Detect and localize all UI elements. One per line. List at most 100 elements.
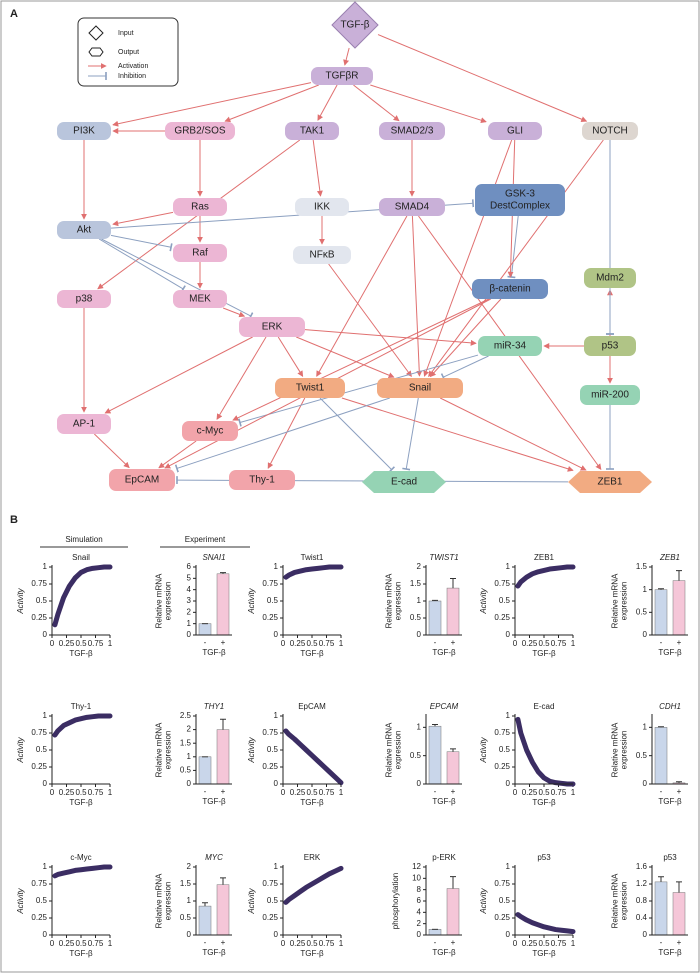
y-tick-label: 2.5 — [180, 711, 192, 720]
activation-edge — [224, 84, 319, 123]
node-label: E-cad — [391, 477, 417, 488]
y-tick-label: 0.75 — [494, 879, 510, 888]
chart-title: EPCAM — [430, 702, 459, 711]
x-tick-label: 0.25 — [59, 639, 75, 648]
activation-edge — [296, 336, 395, 379]
x-tick-label: 0 — [513, 639, 518, 648]
bar — [198, 905, 212, 936]
x-tick-label: 0.75 — [319, 639, 335, 648]
column-header: Simulation — [65, 535, 102, 544]
category-label: - — [204, 938, 207, 947]
chart-title: TWIST1 — [429, 553, 458, 562]
y-tick-label: 0.5 — [410, 613, 422, 622]
x-axis-label: TGF-β — [202, 948, 226, 957]
bar — [216, 573, 230, 636]
error-bar — [676, 881, 682, 893]
x-tick-label: 0.25 — [290, 788, 306, 797]
x-tick-label: 1 — [108, 639, 113, 648]
bar — [446, 587, 460, 636]
x-tick-label: 1 — [339, 788, 344, 797]
y-tick-label: 0.75 — [31, 579, 47, 588]
y-axis-label: expression — [164, 882, 173, 921]
y-axis-label: Activity — [247, 736, 256, 763]
y-tick-label: 1 — [43, 562, 48, 571]
y-tick-label: 0.5 — [636, 751, 648, 760]
activation-edge — [439, 397, 587, 471]
y-tick-label: 6 — [187, 562, 192, 571]
node-label: IKK — [314, 202, 330, 213]
bar — [446, 888, 460, 936]
x-axis-label: TGF-β — [202, 797, 226, 806]
x-tick-label: 0.5 — [306, 788, 318, 797]
node-label: Akt — [77, 225, 92, 236]
x-tick-label: 0.25 — [522, 639, 538, 648]
bar — [428, 600, 442, 636]
y-tick-label: 1.5 — [180, 738, 192, 747]
x-tick-label: 0.25 — [522, 939, 538, 948]
node-label: Ras — [191, 202, 209, 213]
y-tick-label: 0 — [417, 630, 422, 639]
x-tick-label: 0.25 — [290, 939, 306, 948]
bar — [654, 881, 668, 936]
node-label: β-catenin — [489, 284, 530, 295]
chart-title: p53 — [663, 853, 677, 862]
y-tick-label: 0.75 — [262, 728, 278, 737]
bar — [654, 727, 668, 785]
y-tick-label: 0.75 — [262, 879, 278, 888]
x-tick-label: 0 — [513, 788, 518, 797]
simulation-curve — [52, 864, 113, 879]
x-tick-label: 0.75 — [551, 788, 567, 797]
legend-label: Output — [118, 49, 139, 56]
y-tick-label: 4 — [187, 585, 192, 594]
node-label: SMAD4 — [395, 202, 430, 213]
y-tick-label: 1 — [643, 585, 648, 594]
bar — [428, 929, 442, 936]
y-axis-label: Relative mRNA — [155, 873, 164, 928]
inhibition-edge — [319, 397, 395, 473]
x-tick-label: 0.75 — [88, 788, 104, 797]
node-label: ERK — [262, 322, 283, 333]
y-tick-label: 1 — [274, 862, 279, 871]
activation-edge — [112, 211, 174, 227]
y-tick-label: 1.6 — [636, 862, 648, 871]
y-axis-label: expression — [164, 582, 173, 621]
activation-edge — [316, 215, 408, 377]
y-tick-label: 1 — [187, 619, 192, 628]
y-axis-label: expression — [620, 582, 629, 621]
x-axis-label: TGF-β — [532, 798, 556, 807]
node-box — [293, 246, 351, 264]
x-tick-label: 1 — [571, 788, 576, 797]
nodes: TGF-β TGFβR PI3K GRB2/SOS TAK1 SMAD2/3 GLI NOTC… — [57, 1, 652, 493]
y-tick-label: 0 — [643, 779, 648, 788]
x-tick-label: 0 — [281, 788, 286, 797]
y-tick-label: 1 — [274, 562, 279, 571]
y-tick-label: 0.25 — [31, 913, 47, 922]
x-tick-label: 0 — [281, 639, 286, 648]
category-label: + — [451, 938, 456, 947]
chart-title: ZEB1 — [534, 553, 555, 562]
node-label: c-Myc — [197, 426, 224, 437]
y-tick-label: 0.25 — [494, 913, 510, 922]
node-box — [165, 122, 235, 140]
y-axis-label: expression — [620, 731, 629, 770]
y-tick-label: 1 — [506, 711, 511, 720]
x-axis-label: TGF-β — [532, 949, 556, 958]
node-box — [379, 198, 445, 216]
bar — [198, 756, 212, 785]
x-tick-label: 1 — [108, 939, 113, 948]
node-box — [311, 67, 373, 85]
bar — [654, 589, 668, 636]
y-tick-label: 1 — [417, 722, 422, 731]
panel-label: B — [10, 514, 18, 526]
y-tick-label: 0.5 — [499, 745, 511, 754]
x-axis-label: TGF-β — [202, 648, 226, 657]
node-box — [472, 279, 548, 299]
activation-edge — [222, 307, 246, 318]
x-axis-label: TGF-β — [432, 797, 456, 806]
chart-title: p-ERK — [432, 853, 456, 862]
x-tick-label: 0 — [50, 639, 55, 648]
error-bar — [658, 876, 664, 882]
x-axis-label: TGF-β — [69, 649, 93, 658]
y-axis-label: Relative mRNA — [385, 573, 394, 628]
node-label: miR-200 — [591, 390, 629, 401]
